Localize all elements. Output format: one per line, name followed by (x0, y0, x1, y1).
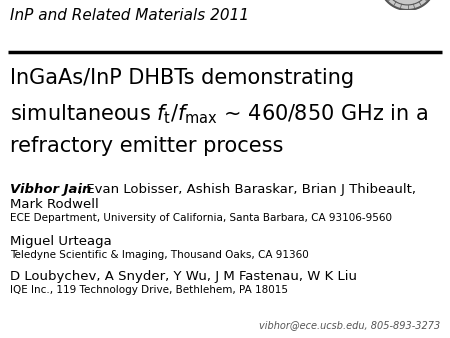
Text: refractory emitter process: refractory emitter process (10, 136, 283, 156)
Text: simultaneous $f_{\rm t}/f_{\rm max}$ ~ 460/850 GHz in a: simultaneous $f_{\rm t}/f_{\rm max}$ ~ 4… (10, 102, 428, 126)
Text: IQE Inc., 119 Technology Drive, Bethlehem, PA 18015: IQE Inc., 119 Technology Drive, Bethlehe… (10, 285, 288, 295)
Text: ECE Department, University of California, Santa Barbara, CA 93106-9560: ECE Department, University of California… (10, 213, 392, 223)
Text: Teledyne Scientific & Imaging, Thousand Oaks, CA 91360: Teledyne Scientific & Imaging, Thousand … (10, 250, 309, 260)
Text: vibhor@ece.ucsb.edu, 805-893-3273: vibhor@ece.ucsb.edu, 805-893-3273 (259, 320, 440, 330)
Text: , Evan Lobisser, Ashish Baraskar, Brian J Thibeault,: , Evan Lobisser, Ashish Baraskar, Brian … (78, 183, 416, 196)
Text: InGaAs/InP DHBTs demonstrating: InGaAs/InP DHBTs demonstrating (10, 68, 354, 88)
Text: D Loubychev, A Snyder, Y Wu, J M Fastenau, W K Liu: D Loubychev, A Snyder, Y Wu, J M Fastena… (10, 270, 357, 283)
Text: InP and Related Materials 2011: InP and Related Materials 2011 (10, 8, 249, 23)
Text: Miguel Urteaga: Miguel Urteaga (10, 235, 112, 248)
Text: Mark Rodwell: Mark Rodwell (10, 198, 99, 211)
Text: Vibhor Jain: Vibhor Jain (10, 183, 91, 196)
Polygon shape (379, 0, 436, 10)
